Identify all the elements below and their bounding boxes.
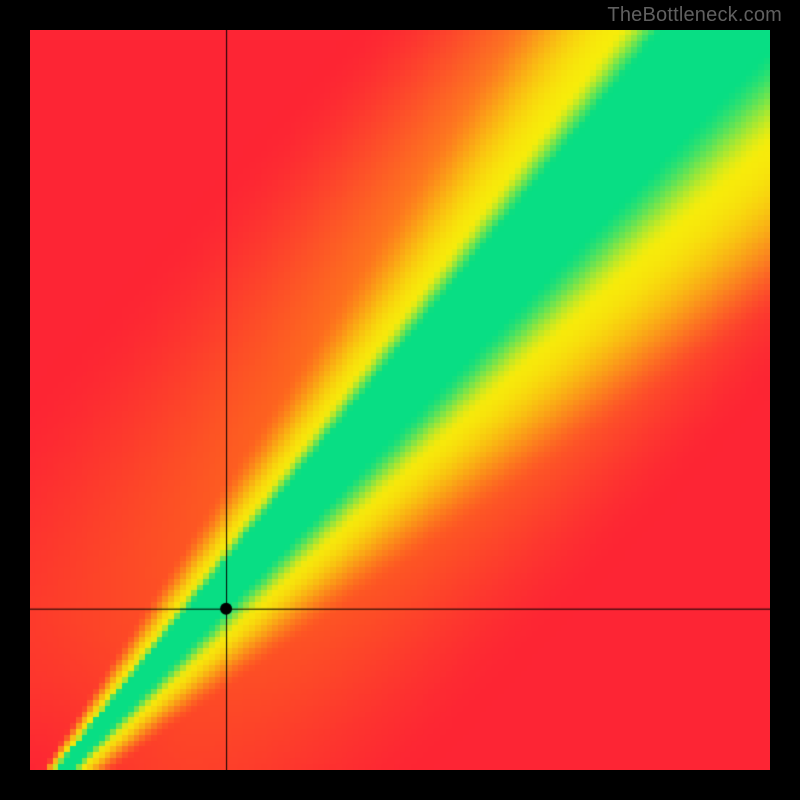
watermark-text: TheBottleneck.com xyxy=(607,4,782,27)
heatmap-plot xyxy=(30,30,770,770)
chart-container: TheBottleneck.com xyxy=(0,0,800,800)
heatmap-canvas xyxy=(30,30,770,770)
